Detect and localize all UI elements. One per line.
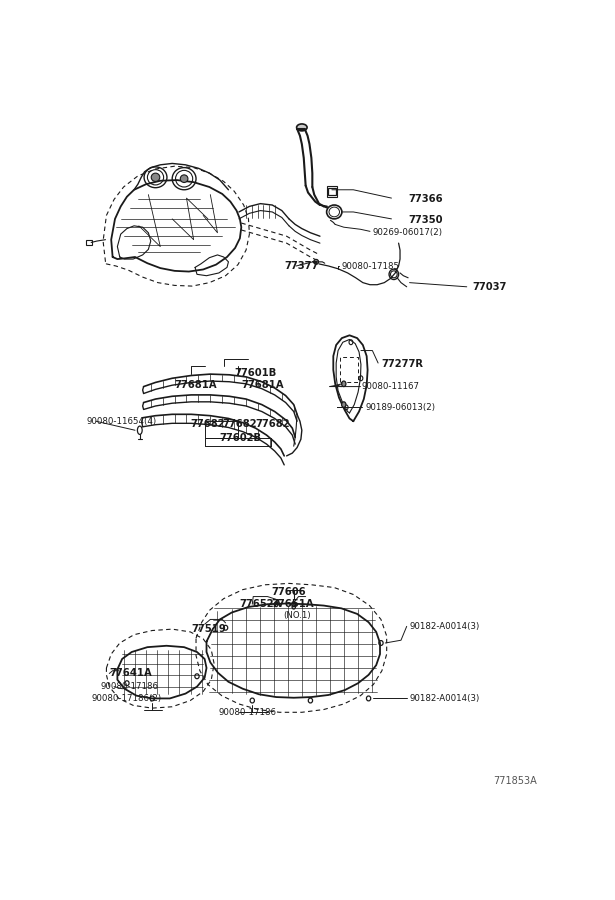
Text: 90080-11167: 90080-11167 — [362, 382, 420, 392]
Text: 77682: 77682 — [256, 419, 290, 429]
Bar — [328, 188, 336, 194]
Text: 77519: 77519 — [191, 624, 226, 634]
Text: 77682: 77682 — [222, 419, 257, 429]
Text: 77350: 77350 — [408, 215, 443, 225]
Text: 77601B: 77601B — [234, 368, 276, 378]
Text: 77641A: 77641A — [109, 669, 152, 679]
Text: 90182-A0014(3): 90182-A0014(3) — [410, 622, 480, 631]
Text: 77602B: 77602B — [219, 433, 261, 443]
Text: 90189-06013(2): 90189-06013(2) — [365, 403, 435, 412]
Text: 77366: 77366 — [408, 194, 443, 204]
Ellipse shape — [342, 401, 346, 408]
Text: 771853A: 771853A — [493, 776, 537, 786]
Ellipse shape — [314, 259, 319, 265]
Text: 77682: 77682 — [190, 419, 225, 429]
Text: 77651A: 77651A — [271, 599, 314, 609]
Ellipse shape — [151, 173, 160, 182]
Text: 77037: 77037 — [472, 282, 507, 292]
Ellipse shape — [342, 381, 346, 387]
Text: 77377: 77377 — [284, 261, 319, 271]
Text: 77681A: 77681A — [241, 380, 284, 391]
Ellipse shape — [296, 124, 307, 130]
Text: 90080-11654(4): 90080-11654(4) — [86, 417, 157, 426]
Text: 90269-06017(2): 90269-06017(2) — [373, 229, 442, 238]
Text: 77277R: 77277R — [381, 359, 423, 369]
Text: 90080-17186: 90080-17186 — [101, 682, 159, 691]
Text: (NO.1): (NO.1) — [284, 611, 311, 620]
Text: 77606: 77606 — [271, 587, 306, 597]
Text: 90080-17186: 90080-17186 — [219, 707, 277, 716]
Text: 77652A: 77652A — [239, 599, 281, 609]
Text: 90080-17185: 90080-17185 — [341, 262, 399, 271]
Bar — [327, 185, 336, 197]
Bar — [86, 239, 92, 245]
Text: 90080-17186(2): 90080-17186(2) — [91, 694, 161, 703]
Text: 77681A: 77681A — [175, 380, 217, 391]
Text: 90182-A0014(3): 90182-A0014(3) — [410, 694, 480, 703]
Ellipse shape — [180, 175, 188, 183]
